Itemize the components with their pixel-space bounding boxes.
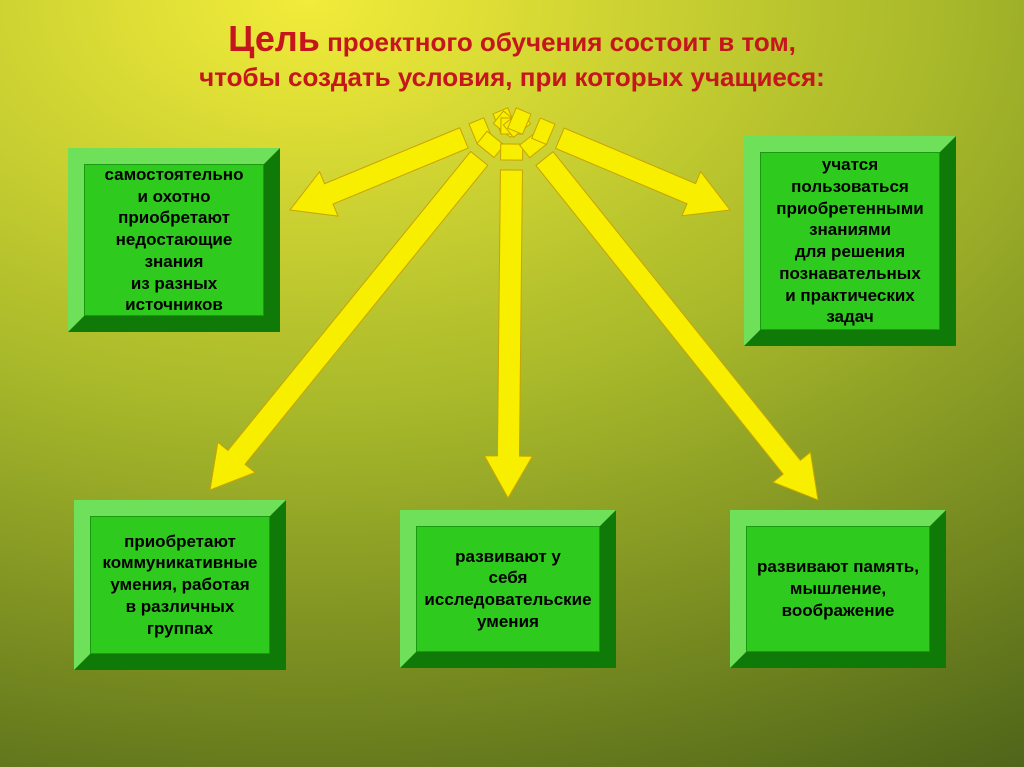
box-text: развивают усебяисследовательскиеумения [424,546,591,633]
page-title: Цель проектного обучения состоит в том, … [0,16,1024,94]
box-develop-memory: развивают память,мышление,воображение [730,510,946,668]
box-research-skills: развивают усебяисследовательскиеумения [400,510,616,668]
box-text: развивают память,мышление,воображение [757,556,919,621]
box-text: учатся пользоватьсяприобретеннымизнаниям… [766,154,934,328]
box-use-knowledge: учатся пользоватьсяприобретеннымизнаниям… [744,136,956,346]
box-communicative: приобретаюткоммуникативныеумения, работа… [74,500,286,670]
box-text: приобретаюткоммуникативныеумения, работа… [103,531,258,640]
title-line-2: чтобы создать условия, при которых учащи… [0,61,1024,94]
box-acquire-knowledge: самостоятельнои охотноприобретаютнедоста… [68,148,280,332]
box-text: самостоятельнои охотноприобретаютнедоста… [90,164,258,316]
title-accent: Цель [228,18,320,59]
title-rest-1: проектного обучения состоит в том, [320,27,796,57]
